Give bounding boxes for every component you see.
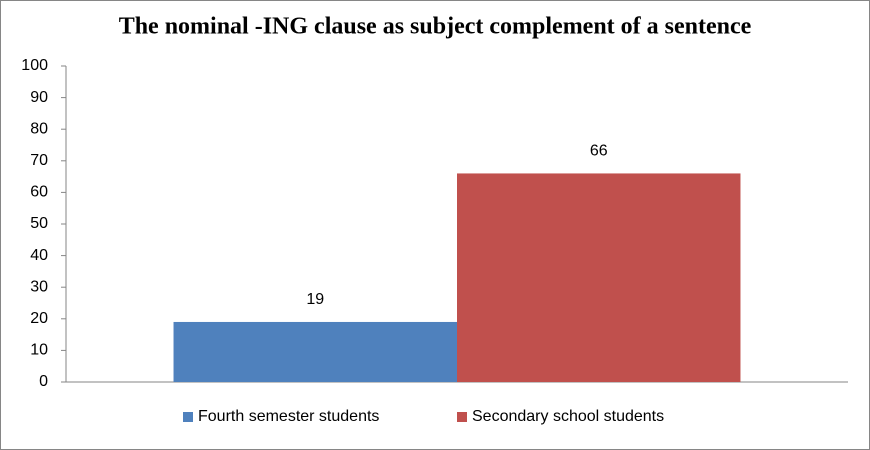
y-tick-label: 70: [30, 152, 48, 169]
data-label: 66: [590, 143, 608, 160]
y-tick-label: 0: [39, 373, 48, 390]
bar: [173, 321, 457, 382]
legend-label: Secondary school students: [472, 408, 664, 425]
y-tick-label: 30: [30, 278, 48, 295]
y-tick-label: 10: [30, 342, 48, 359]
y-tick-label: 60: [30, 184, 48, 201]
y-tick-label: 80: [30, 120, 48, 137]
legend-label: Fourth semester students: [198, 408, 379, 425]
y-tick-label: 50: [30, 215, 48, 232]
bar: [457, 173, 741, 382]
legend-swatch: [183, 412, 193, 422]
data-label: 19: [306, 291, 324, 308]
y-tick-label: 40: [30, 247, 48, 264]
legend-swatch: [457, 412, 467, 422]
y-tick-label: 90: [30, 89, 48, 106]
chart-title: The nominal -ING clause as subject compl…: [119, 14, 752, 40]
y-tick-label: 20: [30, 310, 48, 327]
y-tick-label: 100: [21, 57, 48, 74]
